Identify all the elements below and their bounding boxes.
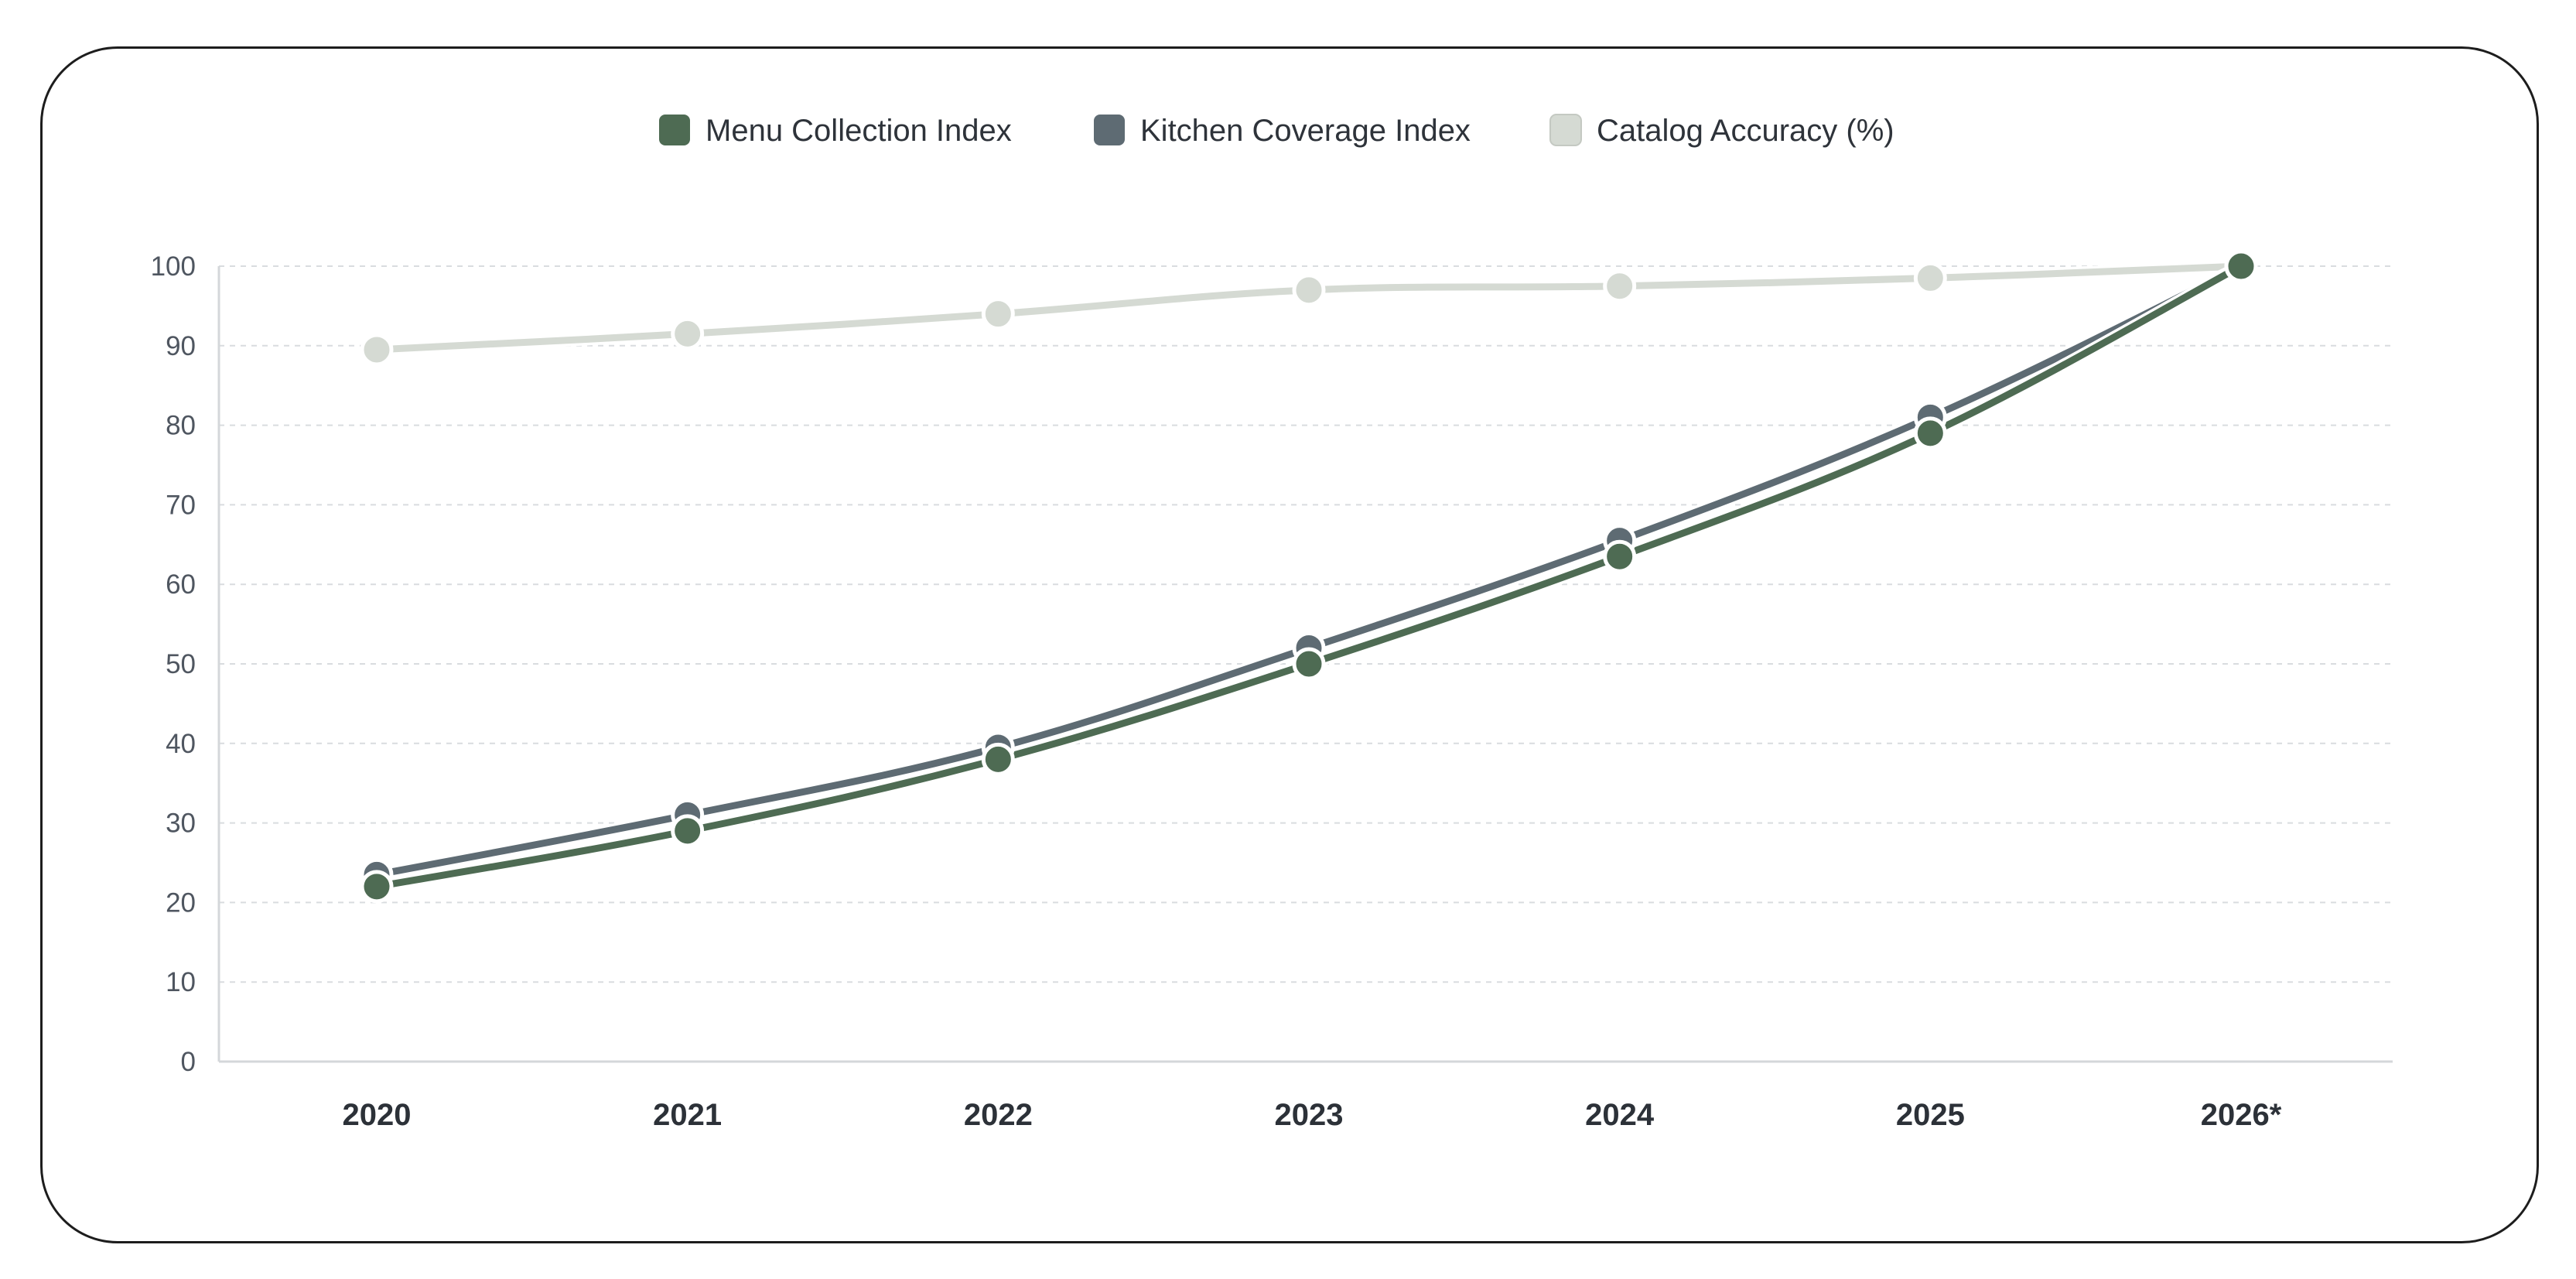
y-axis: 0 10 20 30 40 50 60 70 80 90 100 (151, 251, 220, 1077)
data-point (981, 742, 1015, 776)
legend-label: Kitchen Coverage Index (1140, 114, 1471, 148)
x-tick-label: 2023 (1275, 1098, 1344, 1132)
x-tick-label: 2024 (1585, 1098, 1655, 1132)
series-line-outline (371, 260, 2247, 893)
data-point (1913, 416, 1947, 450)
y-tick-label: 30 (166, 809, 196, 839)
data-point (1603, 269, 1637, 303)
y-tick-label: 100 (151, 251, 196, 282)
chart-card (40, 46, 2539, 1243)
data-point (671, 814, 705, 848)
y-tick-label: 90 (166, 331, 196, 361)
legend-swatch (1549, 114, 1582, 146)
y-tick-label: 0 (181, 1047, 196, 1077)
x-tick-label: 2025 (1896, 1098, 1965, 1132)
y-tick-label: 80 (166, 411, 196, 441)
data-point (1913, 261, 1947, 295)
y-tick-label: 70 (166, 490, 196, 520)
legend-item: Catalog Accuracy (%) (1549, 114, 1894, 148)
series-points (360, 249, 2258, 904)
data-point (360, 333, 394, 367)
data-point (1292, 273, 1326, 307)
x-tick-label: 2021 (653, 1098, 722, 1132)
data-point (1292, 647, 1326, 681)
series-line-outline (371, 260, 2247, 881)
data-point (2224, 249, 2258, 283)
data-point (1603, 539, 1637, 573)
legend-swatch (659, 115, 690, 145)
series-lines (371, 260, 2247, 893)
legend-item: Menu Collection Index (659, 114, 1012, 148)
legend-label: Catalog Accuracy (%) (1597, 114, 1894, 148)
series-line (373, 262, 2245, 891)
y-tick-label: 50 (166, 649, 196, 679)
x-tick-label: 2020 (343, 1098, 412, 1132)
y-tick-label: 10 (166, 967, 196, 997)
y-tick-label: 20 (166, 887, 196, 918)
y-tick-label: 40 (166, 729, 196, 759)
legend-label: Menu Collection Index (705, 114, 1012, 148)
legend: Menu Collection Index Kitchen Coverage In… (659, 114, 1894, 148)
legend-swatch (1094, 115, 1125, 145)
series-line (373, 262, 2245, 878)
grid-lines (219, 265, 2393, 983)
x-tick-label: 2026* (2201, 1098, 2282, 1132)
x-axis: 2020 2021 2022 2023 2024 2025 2026* (219, 1060, 2393, 1132)
y-tick-label: 60 (166, 569, 196, 600)
data-point (671, 316, 705, 351)
x-tick-label: 2022 (964, 1098, 1033, 1132)
legend-item: Kitchen Coverage Index (1094, 114, 1471, 148)
data-point (360, 870, 394, 904)
data-point (981, 297, 1015, 331)
